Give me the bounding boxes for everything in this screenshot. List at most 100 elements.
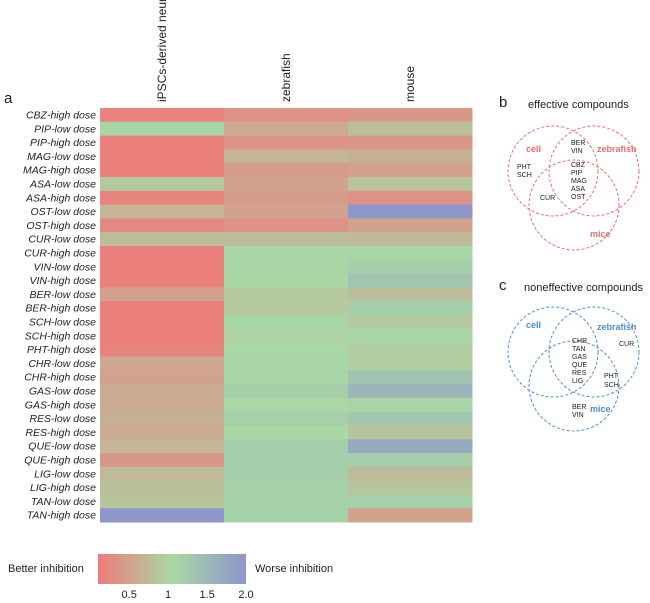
venn-b-item: MAG bbox=[571, 178, 587, 185]
heatmap-cell bbox=[348, 342, 473, 357]
heatmap-cell bbox=[100, 508, 225, 523]
heatmap-cell bbox=[348, 480, 473, 495]
colorbar-tick-label: 0.5 bbox=[122, 589, 137, 601]
venn-c-item: PHT bbox=[604, 373, 619, 380]
heatmap-cell bbox=[100, 149, 225, 164]
venn-b-item: CBZ bbox=[571, 162, 586, 169]
venn-c-set-mice: mice bbox=[590, 404, 611, 414]
colorbar-right-label: Worse inhibition bbox=[255, 563, 333, 575]
heatmap-cell bbox=[100, 370, 225, 385]
heatmap-cell bbox=[224, 480, 349, 495]
row-label: OST-low dose bbox=[30, 206, 96, 218]
heatmap-cell bbox=[348, 121, 473, 137]
column-label: zebrafish bbox=[279, 53, 293, 102]
venn-b-item: PIP bbox=[571, 170, 583, 177]
row-label: CUR-low dose bbox=[28, 234, 96, 246]
colorbar-left-label: Better inhibition bbox=[8, 563, 84, 575]
row-label: CHR-high dose bbox=[24, 372, 96, 384]
row-label: ASA-low dose bbox=[29, 179, 96, 191]
row-label: QUE-low dose bbox=[28, 441, 96, 453]
heatmap-cell bbox=[100, 439, 225, 454]
heatmap-cell bbox=[348, 218, 473, 233]
heatmap-cell bbox=[224, 190, 349, 206]
heatmap-cell bbox=[100, 232, 225, 247]
venn-c-item: TAN bbox=[572, 346, 585, 353]
venn-effective: effective compounds cell zebrafish mice … bbox=[507, 99, 640, 251]
colorbar-ticks: 0.5 1 1.5 2.0 bbox=[122, 589, 254, 601]
row-label: LIG-high dose bbox=[30, 482, 96, 494]
row-label: BER-high dose bbox=[25, 303, 96, 315]
heatmap-cell bbox=[100, 273, 225, 288]
heatmap-cell bbox=[348, 411, 473, 426]
heatmap-cell bbox=[224, 246, 349, 261]
venn-b-item: CUR bbox=[540, 195, 555, 202]
heatmap-cell bbox=[348, 453, 473, 468]
heatmap-cell bbox=[224, 287, 349, 302]
row-label: GAS-low dose bbox=[29, 386, 96, 398]
heatmap-cell bbox=[100, 397, 225, 413]
heatmap-cell bbox=[348, 246, 473, 261]
heatmap-cell bbox=[224, 342, 349, 357]
heatmap-cell bbox=[224, 301, 349, 316]
heatmap-cell bbox=[100, 135, 225, 150]
heatmap-cell bbox=[224, 232, 349, 247]
row-label: PHT-high dose bbox=[27, 344, 96, 356]
heatmap-cell bbox=[100, 218, 225, 233]
heatmap-cell bbox=[100, 204, 225, 219]
row-label: BER-low dose bbox=[29, 289, 96, 301]
colorbar-tick-label: 1 bbox=[165, 589, 171, 601]
venn-b-circle-mice bbox=[528, 159, 620, 251]
heatmap-cell bbox=[224, 466, 349, 482]
heatmap-cell bbox=[224, 439, 349, 454]
heatmap-cell bbox=[348, 494, 473, 509]
heatmap-cell bbox=[100, 190, 225, 206]
venn-c-circle-cell bbox=[507, 306, 599, 398]
venn-c-item: QUE bbox=[572, 362, 588, 369]
row-label: LIG-low dose bbox=[34, 468, 96, 480]
column-label: mouse bbox=[403, 66, 417, 102]
venn-c-item: RES bbox=[572, 370, 587, 377]
heatmap-cell bbox=[100, 356, 225, 371]
row-label: CHR-low dose bbox=[28, 358, 96, 370]
heatmap-cell bbox=[348, 508, 473, 523]
heatmap-cell bbox=[100, 342, 225, 357]
row-label: GAS-high dose bbox=[25, 399, 96, 411]
venn-c-set-cell: cell bbox=[526, 320, 541, 330]
heatmap-cell bbox=[100, 315, 225, 330]
venn-b-circle-zebrafish bbox=[548, 125, 640, 217]
heatmap-cell bbox=[100, 108, 225, 123]
colorbar: Better inhibition Worse inhibition 0.5 1 1… bbox=[8, 554, 333, 601]
heatmap-cell bbox=[224, 315, 349, 330]
venn-c-title: noneffective compounds bbox=[524, 282, 644, 294]
heatmap-cell bbox=[100, 328, 225, 344]
row-label: CUR-high dose bbox=[24, 248, 96, 260]
row-label: CBZ-high dose bbox=[26, 110, 96, 122]
heatmap-cell bbox=[100, 466, 225, 482]
heatmap-cell bbox=[348, 232, 473, 247]
row-label: SCH-high dose bbox=[25, 330, 96, 342]
heatmap-cell bbox=[100, 287, 225, 302]
venn-b-set-zebrafish: zebrafish bbox=[597, 144, 637, 154]
heatmap-cell bbox=[348, 163, 473, 178]
heatmap-cell bbox=[100, 494, 225, 509]
row-label: QUE-high dose bbox=[24, 455, 96, 467]
venn-c-circle-zebrafish bbox=[548, 306, 640, 398]
heatmap-cell bbox=[224, 149, 349, 164]
heatmap-cell bbox=[348, 301, 473, 316]
heatmap-cell bbox=[348, 397, 473, 413]
heatmap-cell bbox=[224, 397, 349, 413]
heatmap-cell bbox=[224, 494, 349, 509]
heatmap-cell bbox=[348, 149, 473, 164]
colorbar-gradient-bar bbox=[98, 554, 246, 584]
heatmap-cell bbox=[348, 356, 473, 371]
venn-c-item: BER bbox=[572, 404, 586, 411]
heatmap-cell bbox=[224, 177, 349, 192]
heatmap-cell bbox=[224, 163, 349, 178]
heatmap-cell bbox=[100, 259, 225, 275]
venn-b-item: VIN bbox=[571, 148, 583, 155]
heatmap-cell bbox=[100, 453, 225, 468]
venn-c-item: CHR bbox=[572, 338, 587, 345]
heatmap-cell bbox=[348, 273, 473, 288]
venn-c-item: CUR bbox=[619, 341, 634, 348]
